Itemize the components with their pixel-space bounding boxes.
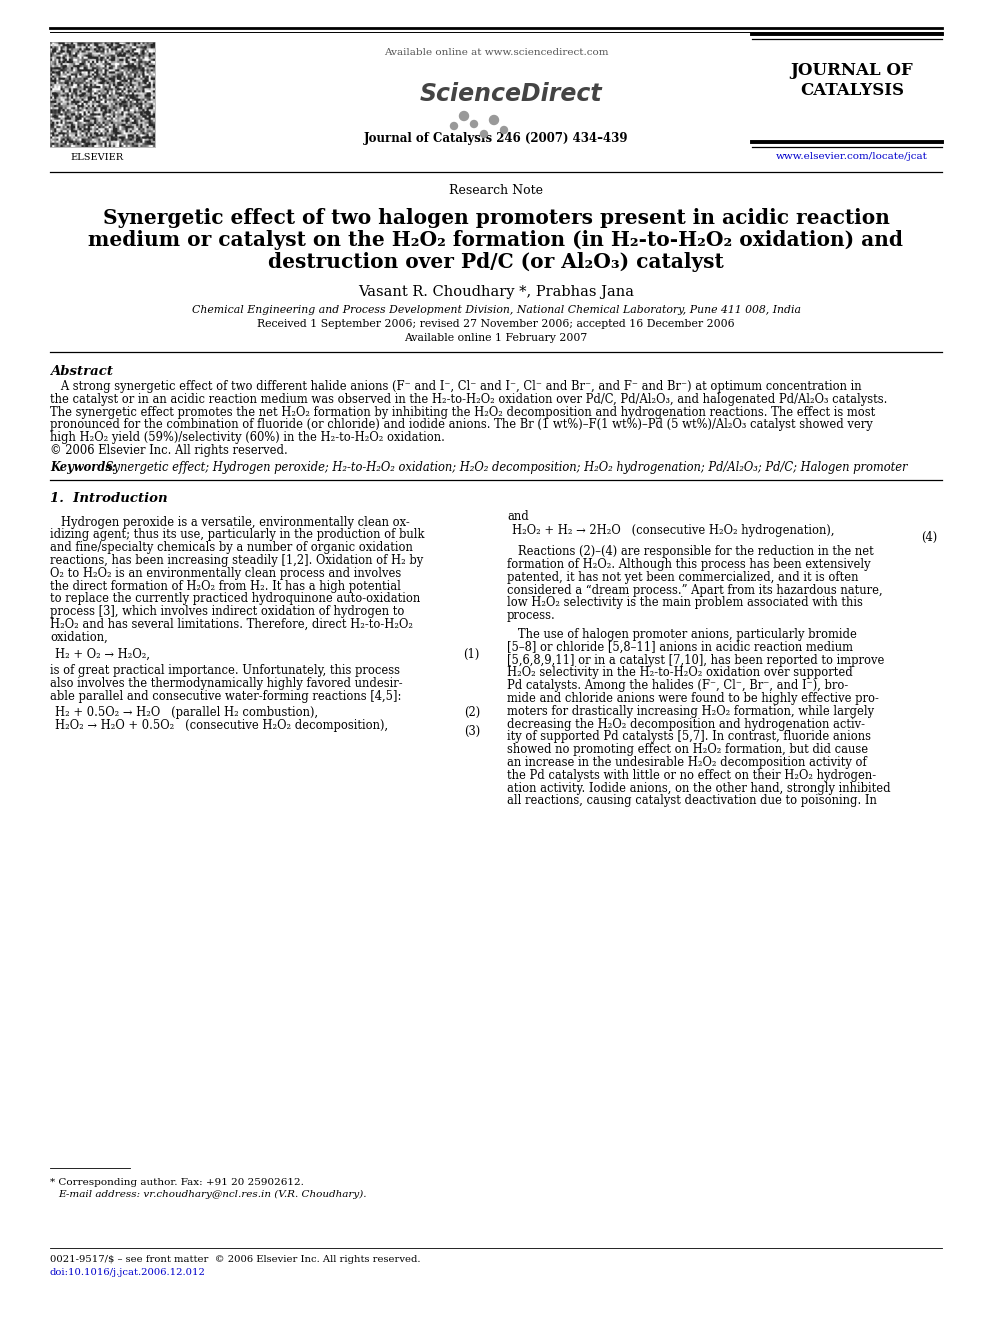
Text: (4): (4) <box>921 531 937 544</box>
Text: process.: process. <box>507 609 556 622</box>
Text: all reactions, causing catalyst deactivation due to poisoning. In: all reactions, causing catalyst deactiva… <box>507 794 877 807</box>
Text: Available online 1 February 2007: Available online 1 February 2007 <box>405 333 587 343</box>
Text: high H₂O₂ yield (59%)/selectivity (60%) in the H₂-to-H₂O₂ oxidation.: high H₂O₂ yield (59%)/selectivity (60%) … <box>50 431 444 445</box>
Text: an increase in the undesirable H₂O₂ decomposition activity of: an increase in the undesirable H₂O₂ deco… <box>507 755 867 769</box>
Circle shape <box>459 111 468 120</box>
Text: H₂O₂ → H₂O + 0.5O₂   (consecutive H₂O₂ decomposition),: H₂O₂ → H₂O + 0.5O₂ (consecutive H₂O₂ dec… <box>55 718 388 732</box>
Text: Hydrogen peroxide is a versatile, environmentally clean ox-: Hydrogen peroxide is a versatile, enviro… <box>50 516 410 529</box>
Text: Journal of Catalysis 246 (2007) 434–439: Journal of Catalysis 246 (2007) 434–439 <box>364 132 628 146</box>
Text: H₂O₂ + H₂ → 2H₂O   (consecutive H₂O₂ hydrogenation),: H₂O₂ + H₂ → 2H₂O (consecutive H₂O₂ hydro… <box>512 524 834 537</box>
Text: The use of halogen promoter anions, particularly bromide: The use of halogen promoter anions, part… <box>507 628 857 642</box>
Text: (3): (3) <box>463 725 480 738</box>
Text: formation of H₂O₂. Although this process has been extensively: formation of H₂O₂. Although this process… <box>507 558 871 572</box>
Text: H₂ + 0.5O₂ → H₂O   (parallel H₂ combustion),: H₂ + 0.5O₂ → H₂O (parallel H₂ combustion… <box>55 705 318 718</box>
Text: [5–8] or chloride [5,8–11] anions in acidic reaction medium: [5–8] or chloride [5,8–11] anions in aci… <box>507 640 853 654</box>
Text: 0021-9517/$ – see front matter  © 2006 Elsevier Inc. All rights reserved.: 0021-9517/$ – see front matter © 2006 El… <box>50 1256 421 1263</box>
Text: (2): (2) <box>463 705 480 718</box>
Circle shape <box>480 131 487 138</box>
Text: able parallel and consecutive water-forming reactions [4,5]:: able parallel and consecutive water-form… <box>50 691 402 703</box>
Circle shape <box>489 115 499 124</box>
Circle shape <box>450 123 457 130</box>
Text: Chemical Engineering and Process Development Division, National Chemical Laborat: Chemical Engineering and Process Develop… <box>191 306 801 315</box>
Text: patented, it has not yet been commercialized, and it is often: patented, it has not yet been commercial… <box>507 570 858 583</box>
Text: oxidation,: oxidation, <box>50 631 108 644</box>
Text: also involves the thermodynamically highly favored undesir-: also involves the thermodynamically high… <box>50 677 403 691</box>
Text: © 2006 Elsevier Inc. All rights reserved.: © 2006 Elsevier Inc. All rights reserved… <box>50 445 288 456</box>
Text: ation activity. Iodide anions, on the other hand, strongly inhibited: ation activity. Iodide anions, on the ot… <box>507 782 891 795</box>
Text: medium or catalyst on the H₂O₂ formation (in H₂-to-H₂O₂ oxidation) and: medium or catalyst on the H₂O₂ formation… <box>88 230 904 250</box>
Text: 1.  Introduction: 1. Introduction <box>50 492 168 504</box>
Text: www.elsevier.com/locate/jcat: www.elsevier.com/locate/jcat <box>776 152 928 161</box>
Text: H₂O₂ and has several limitations. Therefore, direct H₂-to-H₂O₂: H₂O₂ and has several limitations. Theref… <box>50 618 413 631</box>
Text: ScienceDirect: ScienceDirect <box>420 82 602 106</box>
Text: The synergetic effect promotes the net H₂O₂ formation by inhibiting the H₂O₂ dec: The synergetic effect promotes the net H… <box>50 406 875 418</box>
Text: process [3], which involves indirect oxidation of hydrogen to: process [3], which involves indirect oxi… <box>50 605 405 618</box>
Text: * Corresponding author. Fax: +91 20 25902612.: * Corresponding author. Fax: +91 20 2590… <box>50 1177 304 1187</box>
Text: ity of supported Pd catalysts [5,7]. In contrast, fluoride anions: ity of supported Pd catalysts [5,7]. In … <box>507 730 871 744</box>
Text: idizing agent; thus its use, particularly in the production of bulk: idizing agent; thus its use, particularl… <box>50 528 425 541</box>
Text: moters for drastically increasing H₂O₂ formation, while largely: moters for drastically increasing H₂O₂ f… <box>507 705 874 718</box>
Circle shape <box>470 120 477 127</box>
Text: JOURNAL OF: JOURNAL OF <box>791 62 914 79</box>
Text: Research Note: Research Note <box>449 184 543 197</box>
Text: CATALYSIS: CATALYSIS <box>800 82 904 99</box>
Text: mide and chloride anions were found to be highly effective pro-: mide and chloride anions were found to b… <box>507 692 879 705</box>
Text: H₂ + O₂ → H₂O₂,: H₂ + O₂ → H₂O₂, <box>55 647 150 660</box>
Text: to replace the currently practiced hydroquinone auto-oxidation: to replace the currently practiced hydro… <box>50 593 421 606</box>
Text: Reactions (2)–(4) are responsible for the reduction in the net: Reactions (2)–(4) are responsible for th… <box>507 545 874 558</box>
Bar <box>50 42 155 147</box>
Text: reactions, has been increasing steadily [1,2]. Oxidation of H₂ by: reactions, has been increasing steadily … <box>50 554 424 568</box>
Text: ELSEVIER: ELSEVIER <box>70 153 124 161</box>
Text: Abstract: Abstract <box>50 365 113 378</box>
Text: the catalyst or in an acidic reaction medium was observed in the H₂-to-H₂O₂ oxid: the catalyst or in an acidic reaction me… <box>50 393 888 406</box>
Text: O₂ to H₂O₂ is an environmentally clean process and involves: O₂ to H₂O₂ is an environmentally clean p… <box>50 566 401 579</box>
Text: Vasant R. Choudhary *, Prabhas Jana: Vasant R. Choudhary *, Prabhas Jana <box>358 284 634 299</box>
Text: Keywords:: Keywords: <box>50 460 116 474</box>
Text: H₂O₂ selectivity in the H₂-to-H₂O₂ oxidation over supported: H₂O₂ selectivity in the H₂-to-H₂O₂ oxida… <box>507 667 853 680</box>
Text: [5,6,8,9,11] or in a catalyst [7,10], has been reported to improve: [5,6,8,9,11] or in a catalyst [7,10], ha… <box>507 654 885 667</box>
Text: Pd catalysts. Among the halides (F⁻, Cl⁻, Br⁻, and I⁻), bro-: Pd catalysts. Among the halides (F⁻, Cl⁻… <box>507 679 848 692</box>
Text: is of great practical importance. Unfortunately, this process: is of great practical importance. Unfort… <box>50 664 400 677</box>
Text: A strong synergetic effect of two different halide anions (F⁻ and I⁻, Cl⁻ and I⁻: A strong synergetic effect of two differ… <box>50 380 862 393</box>
Text: Available online at www.sciencedirect.com: Available online at www.sciencedirect.co… <box>384 48 608 57</box>
Text: and fine/specialty chemicals by a number of organic oxidation: and fine/specialty chemicals by a number… <box>50 541 413 554</box>
Text: the direct formation of H₂O₂ from H₂. It has a high potential: the direct formation of H₂O₂ from H₂. It… <box>50 579 401 593</box>
Text: considered a “dream process.” Apart from its hazardous nature,: considered a “dream process.” Apart from… <box>507 583 883 597</box>
Text: and: and <box>507 509 529 523</box>
Text: doi:10.1016/j.jcat.2006.12.012: doi:10.1016/j.jcat.2006.12.012 <box>50 1267 206 1277</box>
Text: pronounced for the combination of fluoride (or chloride) and iodide anions. The : pronounced for the combination of fluori… <box>50 418 873 431</box>
Text: destruction over Pd/C (or Al₂O₃) catalyst: destruction over Pd/C (or Al₂O₃) catalys… <box>268 251 724 273</box>
Text: Received 1 September 2006; revised 27 November 2006; accepted 16 December 2006: Received 1 September 2006; revised 27 No… <box>257 319 735 329</box>
Text: showed no promoting effect on H₂O₂ formation, but did cause: showed no promoting effect on H₂O₂ forma… <box>507 744 868 757</box>
Circle shape <box>501 127 508 134</box>
Text: Synergetic effect; Hydrogen peroxide; H₂-to-H₂O₂ oxidation; H₂O₂ decomposition; : Synergetic effect; Hydrogen peroxide; H₂… <box>102 460 908 474</box>
Text: the Pd catalysts with little or no effect on their H₂O₂ hydrogen-: the Pd catalysts with little or no effec… <box>507 769 876 782</box>
Text: (1): (1) <box>463 647 480 660</box>
Text: E-mail address: vr.choudhary@ncl.res.in (V.R. Choudhary).: E-mail address: vr.choudhary@ncl.res.in … <box>58 1189 366 1199</box>
Text: decreasing the H₂O₂ decomposition and hydrogenation activ-: decreasing the H₂O₂ decomposition and hy… <box>507 717 865 730</box>
Text: low H₂O₂ selectivity is the main problem associated with this: low H₂O₂ selectivity is the main problem… <box>507 597 863 610</box>
Text: Synergetic effect of two halogen promoters present in acidic reaction: Synergetic effect of two halogen promote… <box>102 208 890 228</box>
